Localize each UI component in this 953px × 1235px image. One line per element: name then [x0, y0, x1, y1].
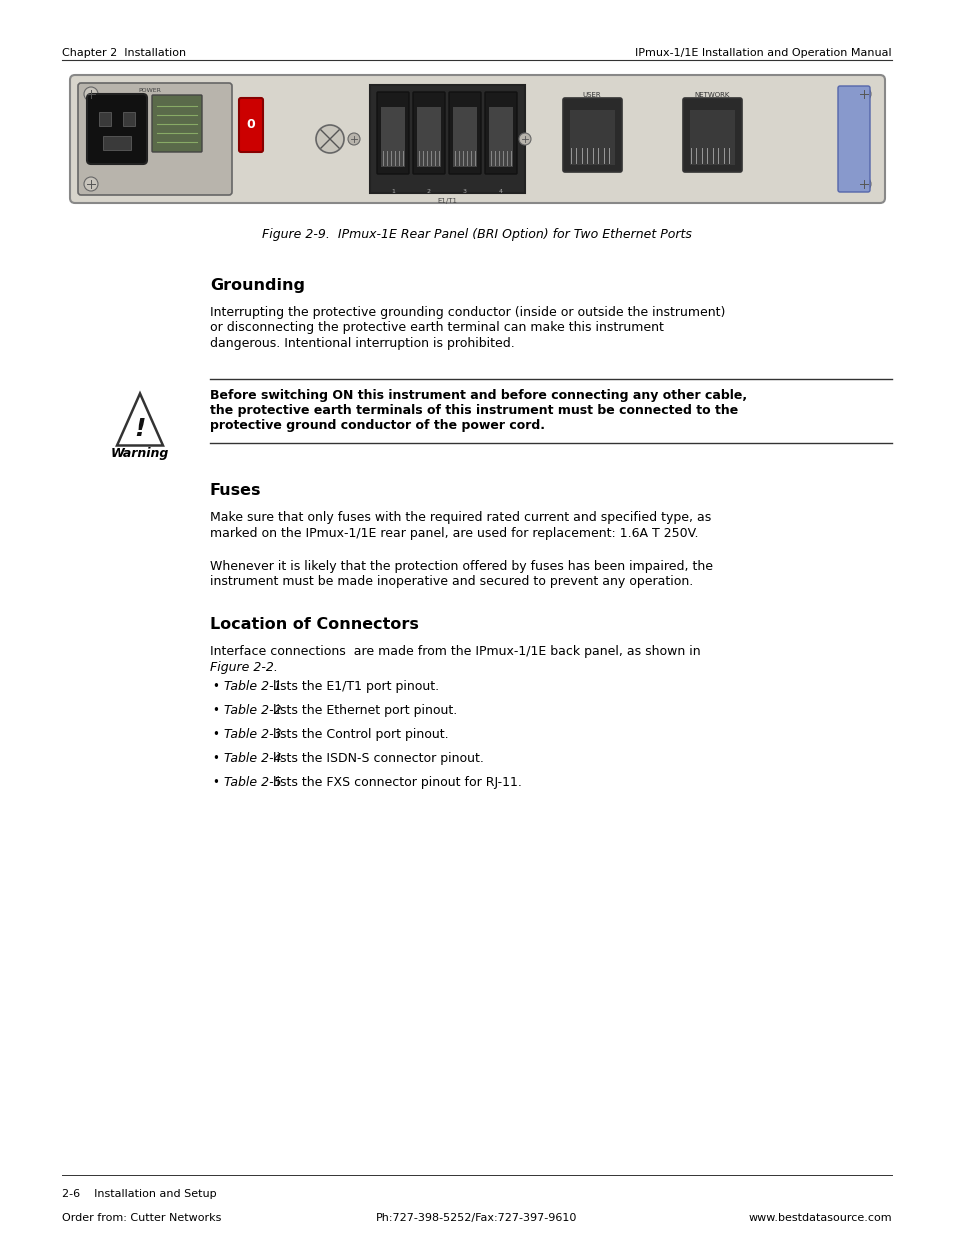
Circle shape	[518, 133, 531, 144]
Text: !: !	[134, 417, 146, 441]
Text: POWER: POWER	[138, 88, 161, 93]
Text: lists the Control port pinout.: lists the Control port pinout.	[269, 727, 449, 741]
Circle shape	[315, 125, 344, 153]
Bar	[569, 110, 615, 165]
Text: instrument must be made inoperative and secured to prevent any operation.: instrument must be made inoperative and …	[210, 576, 693, 589]
Text: Location of Connectors: Location of Connectors	[210, 618, 418, 632]
Text: Before switching ON this instrument and before connecting any other cable,: Before switching ON this instrument and …	[210, 389, 746, 401]
Text: Ph:727-398-5252/Fax:727-397-9610: Ph:727-398-5252/Fax:727-397-9610	[375, 1213, 578, 1223]
Text: Table 2-1: Table 2-1	[224, 680, 281, 693]
Bar	[489, 107, 513, 167]
Text: 3: 3	[462, 189, 467, 194]
FancyBboxPatch shape	[449, 91, 480, 174]
Text: Make sure that only fuses with the required rated current and specified type, as: Make sure that only fuses with the requi…	[210, 511, 711, 524]
Text: Figure 2-2.: Figure 2-2.	[210, 661, 277, 673]
Text: lists the E1/T1 port pinout.: lists the E1/T1 port pinout.	[269, 680, 439, 693]
FancyBboxPatch shape	[413, 91, 444, 174]
Text: the protective earth terminals of this instrument must be connected to the: the protective earth terminals of this i…	[210, 404, 738, 417]
FancyBboxPatch shape	[562, 98, 621, 172]
Text: Grounding: Grounding	[210, 278, 305, 293]
FancyBboxPatch shape	[70, 75, 884, 203]
Text: •: •	[212, 776, 218, 789]
Bar	[370, 85, 524, 193]
Bar	[689, 110, 734, 165]
Text: Table 2-4: Table 2-4	[224, 752, 281, 764]
Bar	[453, 107, 476, 167]
FancyBboxPatch shape	[376, 91, 409, 174]
Text: E1/T1: E1/T1	[436, 198, 456, 204]
FancyBboxPatch shape	[682, 98, 741, 172]
Text: 1: 1	[391, 189, 395, 194]
Text: •: •	[212, 727, 218, 741]
Circle shape	[84, 177, 98, 191]
Circle shape	[84, 86, 98, 101]
Text: Chapter 2  Installation: Chapter 2 Installation	[62, 48, 186, 58]
Text: Interface connections  are made from the IPmux-1/1E back panel, as shown in: Interface connections are made from the …	[210, 645, 700, 658]
Text: Warning: Warning	[111, 447, 169, 459]
Text: Whenever it is likely that the protection offered by fuses has been impaired, th: Whenever it is likely that the protectio…	[210, 559, 712, 573]
Polygon shape	[117, 394, 163, 446]
Text: or disconnecting the protective earth terminal can make this instrument: or disconnecting the protective earth te…	[210, 321, 663, 335]
Text: USER: USER	[582, 91, 600, 98]
Text: protective ground conductor of the power cord.: protective ground conductor of the power…	[210, 420, 544, 432]
Text: Table 2-2: Table 2-2	[224, 704, 281, 718]
Text: Interrupting the protective grounding conductor (inside or outside the instrumen: Interrupting the protective grounding co…	[210, 306, 724, 319]
Text: IPmux-1/1E Installation and Operation Manual: IPmux-1/1E Installation and Operation Ma…	[635, 48, 891, 58]
Text: Fuses: Fuses	[210, 483, 261, 498]
Text: •: •	[212, 680, 218, 693]
Circle shape	[856, 86, 870, 101]
Text: Table 2-3: Table 2-3	[224, 727, 281, 741]
Circle shape	[348, 133, 359, 144]
Bar	[99, 112, 111, 126]
FancyBboxPatch shape	[78, 83, 232, 195]
Text: lists the ISDN-S connector pinout.: lists the ISDN-S connector pinout.	[269, 752, 484, 764]
Text: marked on the IPmux-1/1E rear panel, are used for replacement: 1.6A T 250V.: marked on the IPmux-1/1E rear panel, are…	[210, 526, 698, 540]
FancyBboxPatch shape	[484, 91, 517, 174]
FancyBboxPatch shape	[239, 98, 263, 152]
Text: •: •	[212, 704, 218, 718]
Text: lists the FXS connector pinout for RJ-11.: lists the FXS connector pinout for RJ-11…	[269, 776, 521, 789]
Bar	[416, 107, 440, 167]
Text: dangerous. Intentional interruption is prohibited.: dangerous. Intentional interruption is p…	[210, 337, 515, 350]
Bar	[123, 112, 135, 126]
Text: 2-6    Installation and Setup: 2-6 Installation and Setup	[62, 1189, 216, 1199]
Text: Table 2-5: Table 2-5	[224, 776, 281, 789]
Text: Figure 2-9.  IPmux-1E Rear Panel (BRI Option) for Two Ethernet Ports: Figure 2-9. IPmux-1E Rear Panel (BRI Opt…	[262, 228, 691, 241]
Text: •: •	[212, 752, 218, 764]
Text: 2: 2	[427, 189, 431, 194]
Circle shape	[856, 177, 870, 191]
FancyBboxPatch shape	[837, 86, 869, 191]
Bar	[103, 136, 131, 149]
Text: lists the Ethernet port pinout.: lists the Ethernet port pinout.	[269, 704, 457, 718]
Bar	[380, 107, 405, 167]
Text: Order from: Cutter Networks: Order from: Cutter Networks	[62, 1213, 221, 1223]
Text: NETWORK: NETWORK	[694, 91, 729, 98]
FancyBboxPatch shape	[152, 95, 202, 152]
Text: 0: 0	[247, 119, 255, 131]
Text: 4: 4	[498, 189, 502, 194]
Text: www.bestdatasource.com: www.bestdatasource.com	[747, 1213, 891, 1223]
FancyBboxPatch shape	[87, 94, 147, 164]
